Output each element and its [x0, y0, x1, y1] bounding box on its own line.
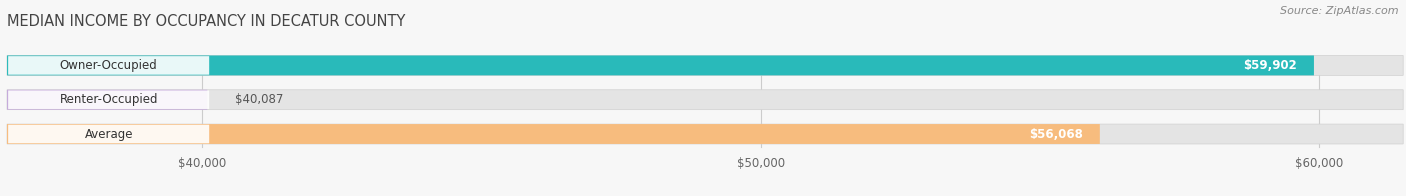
FancyBboxPatch shape — [8, 125, 209, 143]
FancyBboxPatch shape — [7, 124, 1403, 144]
FancyBboxPatch shape — [7, 90, 207, 110]
FancyBboxPatch shape — [7, 55, 1315, 75]
Text: $56,068: $56,068 — [1029, 128, 1083, 141]
FancyBboxPatch shape — [7, 124, 1099, 144]
Text: Source: ZipAtlas.com: Source: ZipAtlas.com — [1281, 6, 1399, 16]
Text: Renter-Occupied: Renter-Occupied — [59, 93, 157, 106]
FancyBboxPatch shape — [8, 91, 209, 109]
Text: Owner-Occupied: Owner-Occupied — [60, 59, 157, 72]
FancyBboxPatch shape — [7, 55, 1403, 75]
Text: MEDIAN INCOME BY OCCUPANCY IN DECATUR COUNTY: MEDIAN INCOME BY OCCUPANCY IN DECATUR CO… — [7, 14, 405, 29]
FancyBboxPatch shape — [8, 56, 209, 75]
Text: $40,087: $40,087 — [235, 93, 284, 106]
Text: $59,902: $59,902 — [1243, 59, 1298, 72]
FancyBboxPatch shape — [7, 90, 1403, 110]
Text: Average: Average — [84, 128, 134, 141]
